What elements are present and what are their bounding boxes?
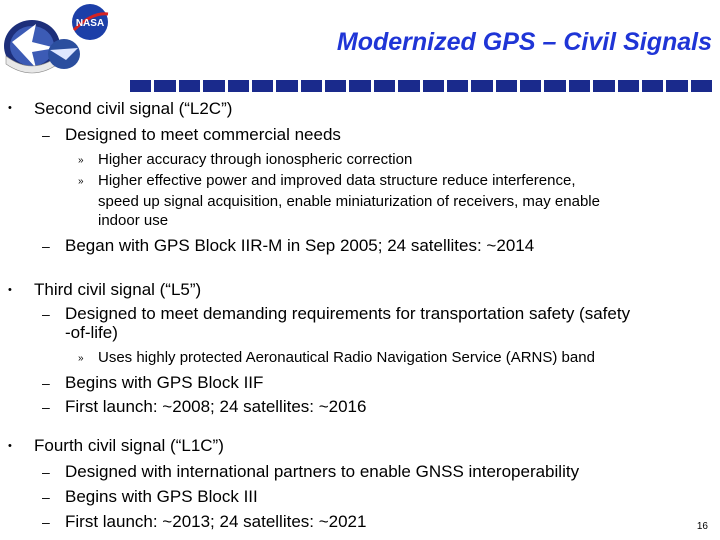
- dash-marker: –: [42, 464, 50, 480]
- bullet-l5-block-iif: Begins with GPS Block IIF: [65, 373, 264, 392]
- bullet-l5-first-launch: First launch: ~2008; 24 satellites: ~201…: [65, 397, 367, 416]
- chevron-marker: »: [78, 353, 84, 364]
- bullet-l2c: Second civil signal (“L2C”): [34, 99, 233, 118]
- bullet-l1c: Fourth civil signal (“L1C”): [34, 436, 224, 455]
- bullet-l1c-block-iii: Begins with GPS Block III: [65, 487, 258, 506]
- title-rule: [130, 80, 712, 92]
- dash-marker: –: [42, 375, 50, 391]
- bullet-l2c-accuracy: Higher accuracy through ionospheric corr…: [98, 151, 413, 168]
- bullet-l5-arns: Uses highly protected Aeronautical Radio…: [98, 349, 595, 366]
- dash-marker: –: [42, 127, 50, 143]
- bullet-l1c-gnss: Designed with international partners to …: [65, 462, 580, 481]
- svg-text:NASA: NASA: [76, 18, 104, 29]
- bullet-l2c-block-iirm: Began with GPS Block IIR-M in Sep 2005; …: [65, 236, 535, 255]
- bullet-marker: •: [8, 102, 12, 114]
- bullet-marker: •: [8, 440, 12, 452]
- dash-marker: –: [42, 399, 50, 415]
- chevron-marker: »: [78, 155, 84, 166]
- agency-logos: NASA: [4, 4, 109, 74]
- slide-title: Modernized GPS – Civil Signals: [336, 28, 712, 56]
- bullet-marker: •: [8, 284, 12, 296]
- dash-marker: –: [42, 514, 50, 530]
- bullet-l5-safety-line2: -of-life): [65, 323, 118, 342]
- bullet-l1c-first-launch: First launch: ~2013; 24 satellites: ~202…: [65, 512, 367, 531]
- dash-marker: –: [42, 238, 50, 254]
- dash-marker: –: [42, 489, 50, 505]
- bullet-l2c-power-line1: Higher effective power and improved data…: [98, 172, 576, 189]
- gps-wing-emblem-icon: [48, 39, 80, 69]
- bullet-l2c-power-line2: speed up signal acquisition, enable mini…: [98, 193, 600, 210]
- bullet-l2c-power-line3: indoor use: [98, 212, 169, 229]
- dash-marker: –: [42, 306, 50, 322]
- chevron-marker: »: [78, 176, 84, 187]
- bullet-l2c-commercial: Designed to meet commercial needs: [65, 125, 341, 144]
- bullet-l5: Third civil signal (“L5”): [34, 280, 202, 299]
- nasa-logo-icon: NASA: [72, 4, 109, 40]
- bullet-l5-safety-line1: Designed to meet demanding requirements …: [65, 304, 631, 323]
- page-number: 16: [696, 521, 708, 532]
